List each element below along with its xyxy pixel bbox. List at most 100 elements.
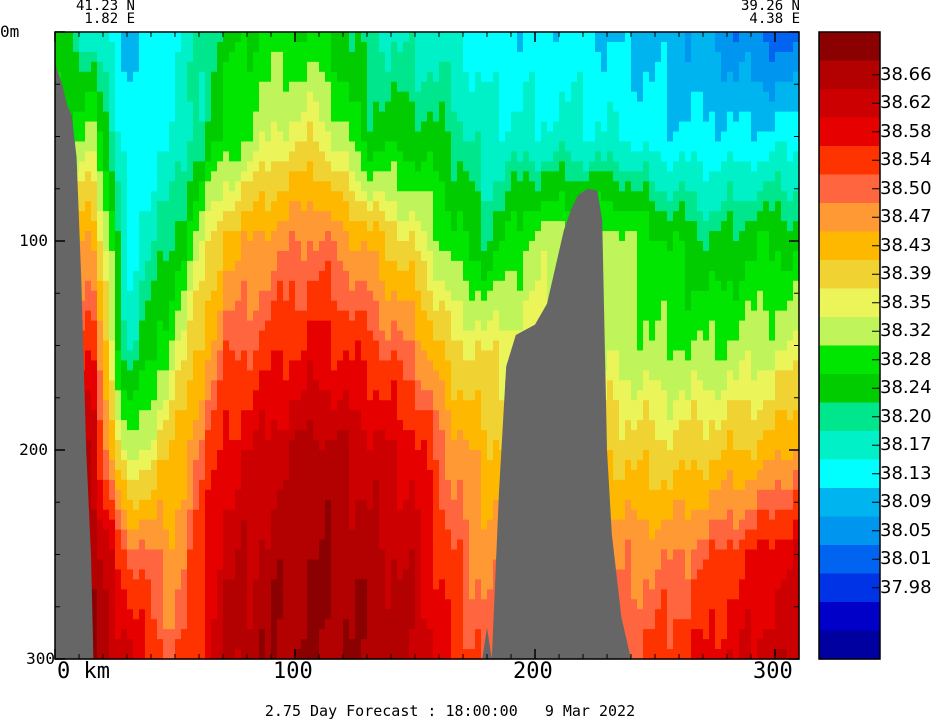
salinity-cell (259, 71, 266, 83)
salinity-cell (271, 231, 278, 242)
salinity-cell (487, 499, 494, 511)
salinity-cell (235, 450, 242, 461)
salinity-cell (145, 330, 152, 342)
salinity-cell (115, 380, 122, 391)
salinity-cell (493, 131, 500, 143)
salinity-cell (121, 181, 128, 192)
salinity-cell (433, 270, 440, 282)
salinity-cell (235, 91, 242, 103)
salinity-cell (331, 250, 338, 262)
salinity-cell (391, 609, 398, 620)
salinity-cell (127, 61, 134, 73)
salinity-cell (349, 260, 356, 272)
salinity-cell (319, 141, 326, 153)
salinity-cell (91, 260, 98, 272)
salinity-cell (517, 81, 524, 93)
salinity-cell (247, 101, 254, 113)
salinity-cell (199, 519, 206, 531)
salinity-cell (439, 211, 446, 222)
salinity-cell (367, 91, 374, 103)
salinity-cell (133, 91, 140, 103)
salinity-cell (151, 290, 158, 302)
salinity-cell (493, 270, 500, 282)
salinity-cell (235, 181, 242, 192)
salinity-cell (127, 221, 134, 232)
salinity-cell (385, 400, 392, 411)
salinity-cell (175, 260, 182, 272)
salinity-cell (415, 499, 422, 511)
salinity-cell (325, 250, 332, 262)
salinity-cell (223, 569, 230, 580)
salinity-cell (487, 121, 494, 133)
salinity-cell (337, 450, 344, 461)
salinity-cell (313, 420, 320, 431)
salinity-cell (313, 310, 320, 322)
salinity-cell (457, 71, 464, 83)
salinity-cell (439, 121, 446, 133)
salinity-cell (187, 469, 194, 481)
salinity-cell (499, 320, 506, 332)
salinity-cell (145, 81, 152, 93)
salinity-cell (409, 479, 416, 491)
salinity-cell (301, 121, 308, 133)
salinity-cell (175, 380, 182, 391)
salinity-cell (487, 430, 494, 441)
salinity-cell (403, 191, 410, 202)
salinity-cell (217, 619, 224, 630)
salinity-cell (313, 290, 320, 302)
salinity-cell (265, 191, 272, 202)
salinity-cell (283, 609, 290, 620)
salinity-cell (145, 390, 152, 401)
salinity-cell (259, 509, 266, 521)
salinity-cell (235, 649, 242, 660)
salinity-cell (109, 619, 116, 630)
salinity-cell (97, 599, 104, 610)
salinity-cell (463, 450, 470, 461)
salinity-cell (157, 649, 164, 660)
salinity-cell (241, 459, 248, 471)
salinity-cell (253, 599, 260, 610)
salinity-cell (427, 499, 434, 511)
salinity-cell (151, 131, 158, 143)
salinity-cell (223, 111, 230, 123)
salinity-cell (85, 61, 92, 73)
salinity-cell (91, 161, 98, 172)
salinity-cell (223, 241, 230, 252)
salinity-cell (337, 121, 344, 133)
salinity-cell (187, 310, 194, 322)
salinity-cell (295, 410, 302, 421)
salinity-cell (109, 479, 116, 491)
salinity-cell (331, 211, 338, 222)
salinity-cell (415, 121, 422, 133)
salinity-cell (373, 370, 380, 381)
salinity-cell (259, 330, 266, 342)
salinity-cell (349, 569, 356, 580)
salinity-cell (97, 639, 104, 650)
salinity-cell (139, 101, 146, 113)
salinity-cell (127, 549, 134, 561)
salinity-cell (331, 499, 338, 511)
salinity-cell (103, 450, 110, 461)
salinity-cell (481, 559, 488, 571)
salinity-cell (271, 390, 278, 401)
salinity-cell (511, 330, 518, 342)
salinity-cell (265, 260, 272, 272)
salinity-cell (247, 41, 254, 53)
salinity-cell (487, 360, 494, 371)
salinity-cell (139, 260, 146, 272)
salinity-cell (301, 410, 308, 421)
salinity-cell (283, 221, 290, 232)
salinity-cell (211, 599, 218, 610)
salinity-cell (499, 121, 506, 133)
salinity-cell (109, 61, 116, 73)
salinity-cell (493, 499, 500, 511)
salinity-cell (181, 390, 188, 401)
salinity-cell (295, 450, 302, 461)
salinity-cell (349, 201, 356, 212)
salinity-cell (343, 350, 350, 362)
salinity-cell (79, 32, 86, 43)
salinity-cell (79, 151, 86, 162)
salinity-cell (181, 629, 188, 640)
salinity-cell (487, 320, 494, 332)
salinity-cell (355, 131, 362, 143)
